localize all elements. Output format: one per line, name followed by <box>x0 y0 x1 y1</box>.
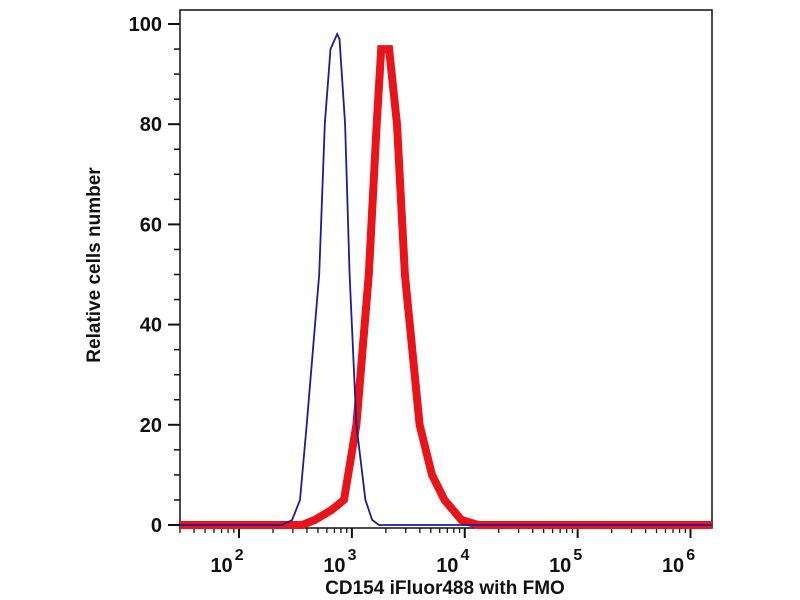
y-tick-label: 40 <box>140 315 162 337</box>
x-tick-label: 10 3 <box>323 547 356 577</box>
y-tick-label: 0 <box>151 515 162 537</box>
y-tick-label: 80 <box>140 114 162 136</box>
x-tick-label: 10 4 <box>436 547 469 577</box>
fmo-histogram-line <box>180 31 712 526</box>
cd154-histogram-line <box>180 45 712 529</box>
y-tick-label: 60 <box>140 214 162 236</box>
y-tick-label: 20 <box>140 415 162 437</box>
x-axis-label: CD154 iFluor488 with FMO <box>325 578 565 599</box>
x-tick-label: 10 6 <box>662 547 695 577</box>
x-tick-label: 10 5 <box>549 547 582 577</box>
x-tick-label: 10 2 <box>210 547 243 577</box>
y-axis-label: Relative cells number <box>84 167 105 363</box>
y-tick-label: 100 <box>129 14 162 36</box>
plot-frame <box>179 9 713 529</box>
